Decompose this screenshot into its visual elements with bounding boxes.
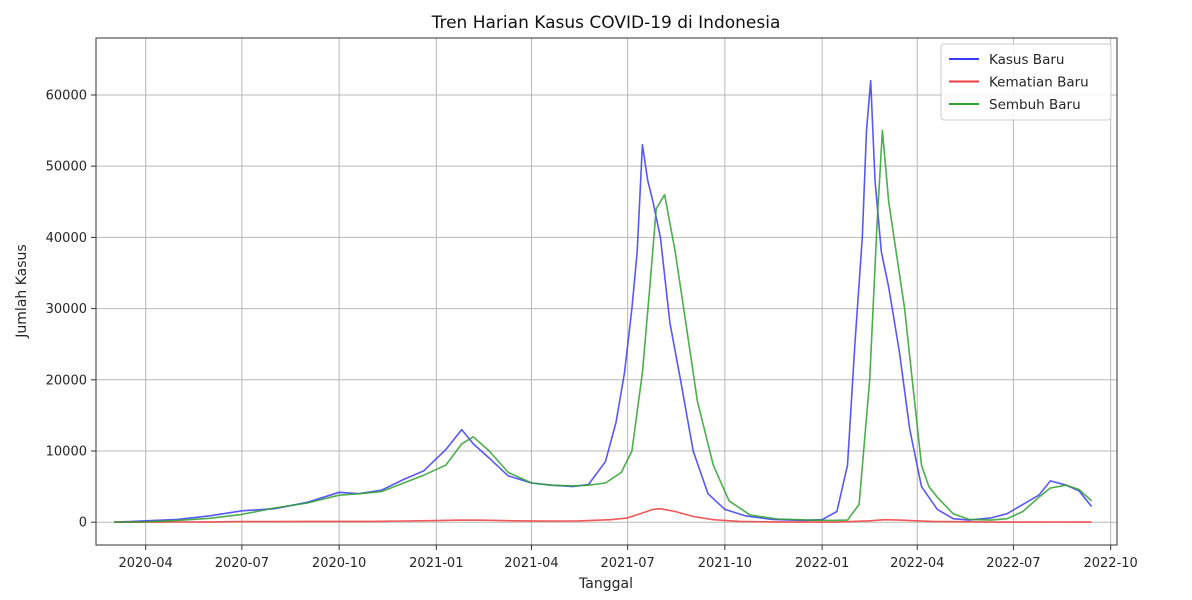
legend-label: Kematian Baru: [989, 75, 1089, 91]
x-tick-label: 2020-04: [119, 556, 173, 571]
series-line-1: [113, 507, 1092, 524]
legend: Kasus Baru Kematian Baru Sembuh Baru: [940, 43, 1112, 121]
series-line-0: [113, 79, 1093, 523]
y-tick-label: 10000: [46, 445, 87, 460]
y-tick-label: 30000: [46, 302, 87, 317]
x-tick-label: 2022-04: [890, 556, 944, 571]
x-tick-label: 2021-04: [504, 556, 558, 571]
y-tick-label: 20000: [46, 373, 87, 388]
y-tick-label: 40000: [46, 231, 87, 246]
y-tick-label: 0: [79, 516, 87, 531]
x-axis-title: Tanggal: [578, 576, 633, 592]
plot-frame: [95, 37, 1118, 546]
series-line-2: [113, 129, 1093, 523]
legend-box: [940, 43, 1112, 121]
legend-label: Sembuh Baru: [989, 97, 1081, 113]
x-tick-label: 2022-07: [986, 556, 1040, 571]
y-tick-label: 60000: [46, 88, 87, 103]
y-tick-label: 50000: [46, 160, 87, 175]
chart-title: Tren Harian Kasus COVID-19 di Indonesia: [431, 13, 781, 33]
x-tick-label: 2022-10: [1083, 556, 1137, 571]
x-tick-label: 2021-01: [409, 556, 463, 571]
y-axis-title: Jumlah Kasus: [14, 244, 30, 338]
legend-label: Kasus Baru: [989, 52, 1064, 68]
x-tick-label: 2022-01: [795, 556, 849, 571]
axis-ticks: 2020-04 2020-07 2020-10 2021-01 2021-04 2021-…: [46, 88, 1138, 571]
series-lines: [113, 79, 1093, 524]
x-tick-label: 2021-07: [600, 556, 654, 571]
x-tick-label: 2020-07: [215, 556, 269, 571]
x-tick-label: 2021-10: [698, 556, 752, 571]
x-tick-label: 2020-10: [312, 556, 366, 571]
